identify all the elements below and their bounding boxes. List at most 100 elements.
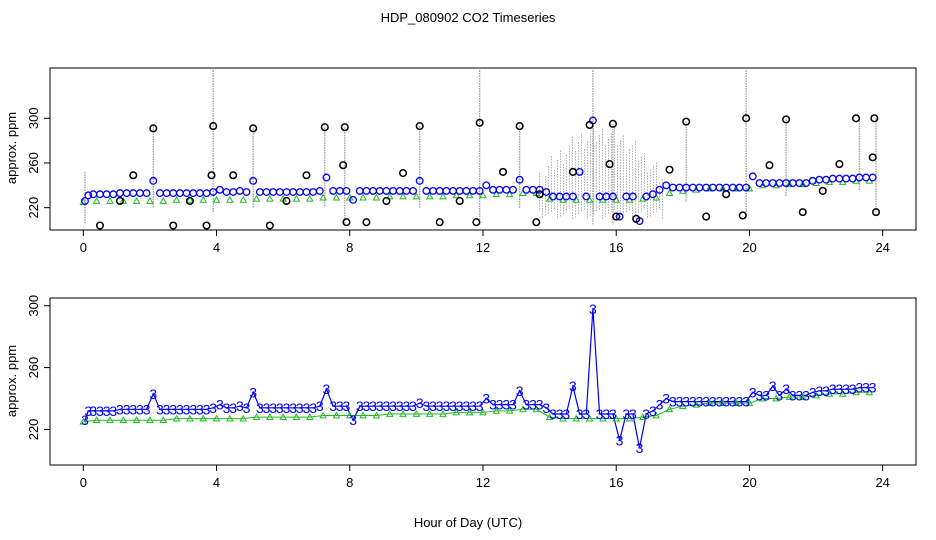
top-blue-point bbox=[289, 188, 298, 196]
top-blue-point bbox=[489, 185, 497, 194]
bottom-blue-point: 3 bbox=[802, 387, 810, 403]
bottom-green-point bbox=[519, 405, 527, 413]
top-blue-point bbox=[235, 186, 244, 195]
top-green-point bbox=[452, 191, 461, 199]
bottom-green-point bbox=[718, 399, 727, 407]
bottom-blue-point: 3 bbox=[542, 400, 550, 416]
bottom-blue-point: 3 bbox=[556, 406, 564, 422]
bottom-blue-point: 3 bbox=[422, 398, 430, 414]
top-black-point bbox=[742, 114, 751, 123]
top-green-point bbox=[332, 193, 341, 201]
top-blue-point bbox=[349, 195, 358, 204]
top-black-point bbox=[605, 160, 614, 169]
bottom-blue-point: 3 bbox=[656, 397, 664, 413]
bottom-panel: 3333333333333333333333333333333333333333… bbox=[4, 295, 917, 490]
bottom-green-point bbox=[572, 414, 581, 422]
top-y-tick-label: 300 bbox=[26, 107, 41, 129]
bottom-green-point bbox=[239, 414, 248, 422]
top-blue-point bbox=[409, 186, 418, 195]
top-black-point bbox=[95, 221, 105, 230]
top-blue-point bbox=[755, 179, 764, 188]
bottom-green-point bbox=[639, 413, 647, 420]
top-green-point bbox=[465, 191, 474, 199]
bottom-blue-point: 3 bbox=[796, 387, 804, 403]
bottom-blue-point: 3 bbox=[136, 401, 144, 417]
bottom-green-point bbox=[825, 389, 834, 397]
top-blue-point bbox=[369, 186, 378, 195]
bottom-green-point bbox=[625, 414, 634, 422]
top-black-point bbox=[818, 186, 827, 195]
top-green-point bbox=[665, 189, 674, 197]
bottom-blue-point: 3 bbox=[609, 406, 617, 422]
top-blue-point bbox=[762, 179, 771, 188]
top-y-axis: 220 260 300 bbox=[26, 107, 50, 219]
bottom-green-point bbox=[106, 416, 114, 424]
bottom-blue-point: 3 bbox=[809, 384, 817, 400]
top-x-tick-label: 0 bbox=[80, 240, 87, 255]
bottom-blue-point: 3 bbox=[189, 401, 197, 417]
top-blue-point bbox=[335, 186, 344, 195]
bottom-green-point bbox=[492, 406, 501, 414]
top-blue-point bbox=[309, 188, 318, 196]
bottom-green-point bbox=[279, 413, 288, 420]
top-green-point bbox=[399, 192, 407, 200]
bottom-blue-point: 3 bbox=[702, 394, 710, 410]
top-blue-point bbox=[675, 183, 684, 192]
bottom-blue-point: 3 bbox=[522, 397, 530, 413]
top-blue-point bbox=[548, 192, 557, 201]
top-blue-point bbox=[582, 192, 591, 201]
bottom-blue-point: 3 bbox=[662, 391, 670, 407]
bottom-x-tick-label: 24 bbox=[875, 475, 889, 490]
bottom-blue-point: 3 bbox=[283, 400, 291, 416]
top-blue-point bbox=[495, 185, 504, 194]
bottom-green-point bbox=[532, 405, 541, 413]
bottom-blue-point: 3 bbox=[742, 394, 750, 410]
top-blue-point bbox=[169, 189, 178, 198]
top-black-point bbox=[665, 165, 674, 174]
bottom-blue-point: 3 bbox=[862, 380, 870, 396]
bottom-blue-point: 3 bbox=[549, 406, 557, 422]
bottom-blue-point: 3 bbox=[616, 432, 624, 448]
bottom-green-point bbox=[146, 416, 154, 424]
top-green-point bbox=[692, 185, 701, 193]
top-green-point bbox=[92, 196, 101, 204]
bottom-blue-point: 3 bbox=[689, 394, 697, 410]
bottom-blue-point: 3 bbox=[736, 394, 744, 410]
top-data-points bbox=[79, 114, 881, 230]
bottom-y-tick-label: 260 bbox=[26, 357, 41, 379]
top-green-point bbox=[199, 195, 208, 203]
bottom-blue-point: 3 bbox=[842, 381, 850, 397]
bottom-data-points: 3333333333333333333333333333333333333333… bbox=[79, 301, 877, 456]
top-blue-point bbox=[855, 173, 864, 182]
bottom-blue-point: 3 bbox=[256, 400, 264, 416]
bottom-blue-point: 3 bbox=[396, 398, 404, 414]
top-black-point bbox=[399, 168, 408, 178]
bottom-blue-point: 3 bbox=[769, 378, 777, 394]
bottom-blue-point: 3 bbox=[123, 401, 131, 417]
bottom-blue-point: 3 bbox=[263, 400, 271, 416]
top-green-point bbox=[212, 195, 221, 203]
bottom-blue-point: 3 bbox=[462, 398, 470, 414]
bottom-blue-point: 3 bbox=[296, 400, 304, 416]
top-blue-point bbox=[395, 186, 404, 195]
bottom-y-axis-label: approx. ppm bbox=[4, 345, 19, 417]
bottom-blue-point: 3 bbox=[363, 398, 371, 414]
bottom-blue-point: 3 bbox=[336, 398, 344, 414]
top-blue-point bbox=[162, 189, 171, 198]
bottom-x-tick-label: 8 bbox=[346, 475, 353, 490]
bottom-green-point bbox=[852, 388, 860, 396]
bottom-blue-point: 3 bbox=[482, 391, 490, 407]
bottom-blue-point: 3 bbox=[629, 406, 637, 422]
top-blue-point bbox=[255, 188, 264, 196]
bottom-green-point bbox=[345, 411, 354, 419]
bottom-blue-point: 3 bbox=[449, 398, 457, 414]
top-black-point bbox=[612, 212, 621, 221]
bottom-blue-point: 3 bbox=[516, 383, 524, 399]
top-black-point bbox=[498, 167, 508, 176]
top-green-point bbox=[239, 195, 248, 203]
bottom-blue-point: 3 bbox=[229, 400, 237, 416]
bottom-green-point bbox=[652, 411, 661, 419]
bottom-green-point bbox=[798, 392, 807, 400]
bottom-blue-point: 3 bbox=[722, 394, 730, 410]
bottom-green-point bbox=[226, 414, 234, 422]
